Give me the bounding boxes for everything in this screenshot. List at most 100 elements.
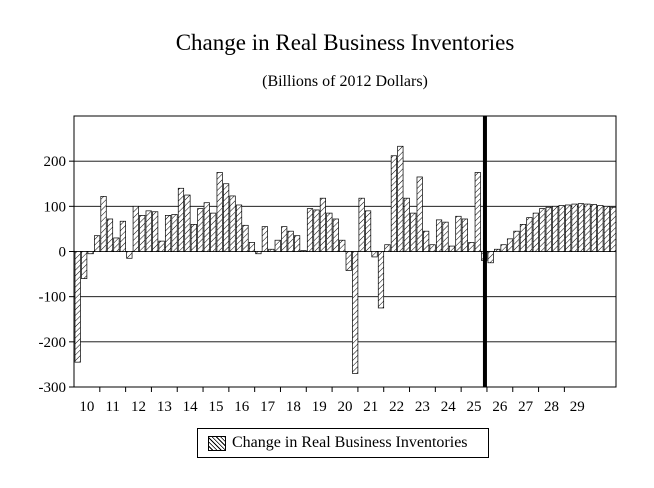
x-tick-label: 15 <box>208 399 223 415</box>
bar <box>500 244 507 252</box>
x-tick-label: 16 <box>234 399 250 415</box>
x-tick-labels: 10 11 12 13 14 15 16 17 18 19 20 21 22 23 24 25 26 27 28 29 <box>79 399 584 415</box>
bar <box>513 230 520 252</box>
x-tick-label: 27 <box>518 399 534 415</box>
x-tick-label: 19 <box>312 399 327 415</box>
bar <box>313 209 320 252</box>
bar <box>158 240 165 252</box>
x-tick-label: 17 <box>260 399 276 415</box>
x-tick-label: 18 <box>286 399 301 415</box>
bar <box>506 238 514 252</box>
axes <box>69 115 617 392</box>
bar <box>294 235 301 252</box>
bar <box>326 212 333 252</box>
x-tick-label: 28 <box>544 399 559 415</box>
bar <box>216 172 223 252</box>
bar <box>300 250 307 252</box>
bar <box>177 187 185 252</box>
bar <box>113 237 120 252</box>
legend-label: Change in Real Business Inventories <box>232 434 468 451</box>
bar <box>164 215 172 252</box>
bar <box>197 208 204 252</box>
bar <box>339 239 346 252</box>
x-tick-label: 22 <box>389 399 404 415</box>
bar <box>242 224 249 252</box>
y-tick-label: -300 <box>39 380 67 396</box>
bar <box>487 251 494 264</box>
bar <box>519 224 527 252</box>
bar <box>223 183 230 252</box>
bar <box>410 212 417 252</box>
bar <box>268 248 275 252</box>
bar <box>539 208 546 252</box>
bar <box>106 218 114 252</box>
bar <box>274 239 281 252</box>
bar <box>203 202 210 252</box>
bar <box>261 226 268 252</box>
bar <box>248 242 256 252</box>
bar <box>87 251 94 255</box>
bar <box>552 205 559 252</box>
bar <box>81 251 88 279</box>
bar <box>94 235 101 252</box>
x-tick-label: 25 <box>467 399 482 415</box>
bar <box>610 206 617 252</box>
y-tick-label: 100 <box>44 199 67 215</box>
bar <box>139 215 146 252</box>
bar <box>281 226 288 252</box>
bar <box>565 204 572 252</box>
bar <box>448 245 456 252</box>
x-tick-label: 13 <box>157 399 172 415</box>
bar <box>474 172 481 252</box>
bars <box>74 145 617 374</box>
y-tick-label: 0 <box>59 245 67 261</box>
bar <box>74 251 81 363</box>
bar <box>429 244 436 252</box>
chart-title: Change in Real Business Inventories <box>175 30 515 55</box>
bar <box>423 230 430 252</box>
bar <box>345 251 352 271</box>
y-tick-label: -200 <box>39 335 67 351</box>
bar <box>319 197 326 252</box>
bar <box>365 210 372 252</box>
legend: Change in Real Business Inventories <box>197 428 489 458</box>
bar <box>287 230 294 252</box>
y-tick-label: -100 <box>39 290 67 306</box>
bar <box>229 195 236 252</box>
bar <box>358 197 365 252</box>
bar <box>255 251 262 255</box>
bar <box>352 251 359 374</box>
bar <box>590 204 597 252</box>
gridlines <box>74 160 616 343</box>
bar <box>461 218 468 252</box>
bar <box>435 219 443 252</box>
bar <box>571 203 578 252</box>
bar <box>468 242 475 252</box>
x-tick-label: 24 <box>441 399 457 415</box>
bar <box>152 211 159 252</box>
bar <box>184 194 191 252</box>
bar <box>119 220 126 252</box>
bar <box>403 197 410 252</box>
x-tick-label: 26 <box>492 399 508 415</box>
legend-swatch <box>208 435 226 451</box>
bar <box>384 244 391 252</box>
bar <box>190 224 197 252</box>
bar <box>171 214 178 252</box>
bar <box>558 205 565 252</box>
bar <box>526 217 533 252</box>
bar <box>442 221 449 252</box>
bar <box>532 212 539 252</box>
bar <box>145 210 152 252</box>
x-tick-label: 20 <box>338 399 353 415</box>
bar <box>584 203 591 252</box>
bar <box>397 145 404 252</box>
bar <box>332 218 339 252</box>
bar <box>577 203 585 252</box>
x-tick-label: 11 <box>105 399 119 415</box>
bar <box>126 251 133 259</box>
x-tick-label: 10 <box>79 399 94 415</box>
bar <box>100 196 107 252</box>
bar <box>210 212 217 252</box>
